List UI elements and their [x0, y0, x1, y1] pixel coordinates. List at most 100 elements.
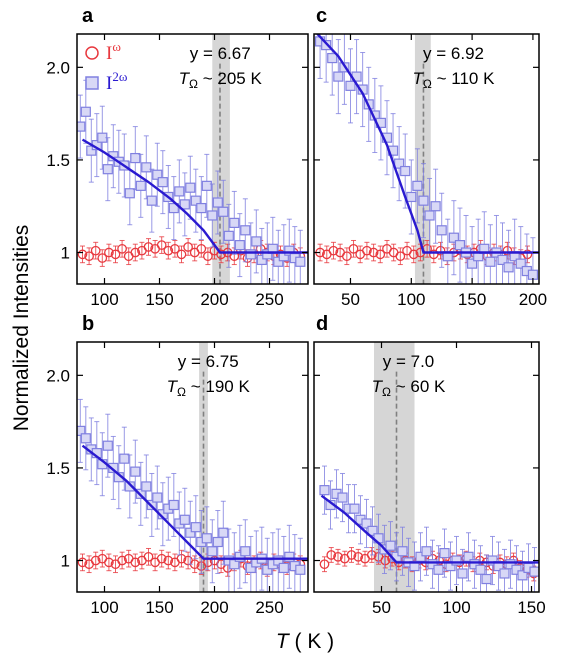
panel-frame — [313, 341, 540, 593]
annotation-doping: y = 6.92 — [423, 44, 484, 63]
transition-band — [199, 342, 208, 592]
data-point — [143, 242, 154, 252]
data-point — [102, 164, 113, 175]
plot-area-b — [77, 342, 308, 592]
series-i-2omega — [314, 34, 539, 284]
data-point — [183, 242, 193, 252]
data-point — [319, 559, 330, 570]
data-point — [362, 245, 372, 256]
data-point — [156, 553, 167, 564]
data-point — [262, 564, 273, 575]
data-point — [163, 245, 174, 256]
annotation-tomega: TΩ ~ 205 K — [179, 69, 263, 91]
data-point — [77, 557, 88, 568]
data-point — [487, 555, 498, 566]
annotation-tomega-symbol: T — [179, 69, 191, 88]
data-point — [168, 202, 179, 214]
data-point — [201, 180, 212, 191]
data-point — [190, 195, 201, 206]
data-point — [130, 247, 141, 258]
data-point — [435, 245, 446, 256]
y-axis-title: Normalized Intensities — [10, 225, 33, 432]
data-point — [346, 550, 357, 560]
data-point — [141, 162, 152, 173]
x-tick-label: 100 — [90, 290, 118, 309]
annotation-tomega-symbol: T — [413, 69, 425, 88]
x-tick-label: 200 — [200, 598, 228, 617]
data-point — [102, 440, 113, 451]
legend-label-blue: I2ω — [106, 69, 128, 94]
data-point — [90, 245, 101, 256]
data-point — [503, 262, 514, 273]
data-point — [256, 254, 267, 266]
data-point — [135, 180, 146, 191]
fit-line — [315, 34, 539, 254]
data-point — [353, 551, 364, 562]
data-point — [201, 533, 212, 544]
panel-label: c — [316, 5, 327, 27]
data-point — [380, 555, 391, 566]
data-point — [212, 536, 223, 548]
data-point — [251, 236, 262, 247]
data-point — [104, 557, 114, 568]
data-point — [485, 256, 496, 267]
data-point — [143, 551, 154, 562]
data-point — [273, 256, 284, 267]
data-point — [163, 555, 174, 566]
annotation-tomega-value: ~ 110 K — [432, 69, 495, 88]
data-point — [234, 551, 245, 562]
annotation-tomega: TΩ ~ 190 K — [167, 377, 251, 399]
data-point — [451, 555, 462, 566]
x-tick-label: 200 — [200, 290, 228, 309]
annotation-doping: y = 6.75 — [178, 352, 239, 371]
data-point — [117, 555, 127, 566]
data-point — [119, 453, 130, 464]
data-point — [497, 254, 508, 266]
annotation-doping: y = 6.67 — [190, 44, 251, 63]
data-point — [278, 562, 289, 574]
data-point — [408, 249, 419, 260]
panel-c: 50 100 150 200 c y = 6.92 TΩ ~ 110 K — [313, 5, 547, 309]
data-point — [333, 551, 343, 562]
data-point — [190, 522, 201, 533]
data-point — [152, 492, 163, 503]
data-point — [77, 249, 88, 260]
data-point — [130, 466, 141, 477]
x-tick-label: 100 — [397, 290, 425, 309]
data-point — [395, 251, 406, 262]
x-tick-label: 250 — [255, 290, 283, 309]
data-point — [77, 425, 86, 436]
data-point — [400, 165, 411, 177]
panel-label: a — [82, 5, 94, 27]
data-point — [326, 550, 337, 560]
fit-line — [81, 444, 308, 560]
data-point — [529, 566, 539, 577]
panel-frame — [76, 341, 309, 593]
data-point — [124, 188, 135, 199]
data-point — [207, 546, 218, 557]
data-point — [469, 559, 480, 570]
data-point — [146, 195, 157, 206]
x-tick-label: 50 — [372, 598, 391, 617]
y-tick-label: 1 — [61, 552, 70, 571]
data-point — [424, 210, 435, 221]
data-point — [295, 564, 306, 575]
data-point — [80, 106, 91, 117]
x-tick-label: 150 — [145, 598, 173, 617]
data-point — [522, 249, 533, 260]
data-point — [179, 199, 190, 210]
legend-marker-red — [85, 46, 99, 60]
data-point — [141, 481, 152, 492]
data-point — [196, 202, 207, 214]
data-point — [517, 570, 528, 581]
data-point — [475, 564, 486, 575]
data-point — [273, 555, 284, 566]
y-tick-label: 2.0 — [46, 366, 70, 385]
data-point — [104, 247, 114, 258]
transition-band — [414, 34, 431, 284]
data-point — [108, 462, 119, 474]
x-axis-variable: T — [276, 630, 291, 653]
panel-b: 100 150 200 250 1 1.5 2.0 b y = 6.75 TΩ ~ 190 K — [46, 313, 309, 617]
series-i-2omega — [319, 465, 539, 592]
